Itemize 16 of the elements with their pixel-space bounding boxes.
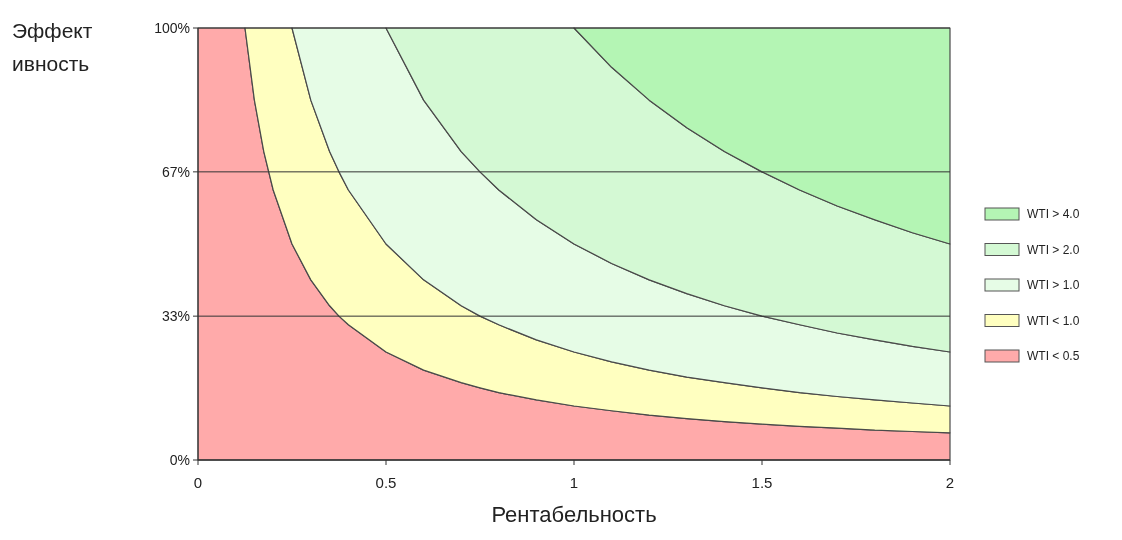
y-tick-label: 67% xyxy=(161,163,190,180)
x-tick-label: 0 xyxy=(193,474,203,491)
legend-label: WTI > 4.0 xyxy=(1027,207,1080,222)
y-tick-label: 33% xyxy=(161,308,190,325)
y-axis-title: Эффективность xyxy=(12,19,93,75)
legend-label: WTI > 2.0 xyxy=(1027,242,1080,257)
x-tick-label: 2 xyxy=(945,474,955,491)
x-axis-title: Рентабельность xyxy=(491,502,657,527)
y-tick-label: 100% xyxy=(154,19,190,36)
x-tick-label: 0.5 xyxy=(375,474,397,491)
x-tick-label: 1 xyxy=(569,474,579,491)
legend-label: WTI < 0.5 xyxy=(1027,349,1080,364)
y-tick-label: 0% xyxy=(169,451,190,468)
legend-label: WTI < 1.0 xyxy=(1027,313,1080,328)
x-tick-label: 1.5 xyxy=(751,474,773,491)
legend-label: WTI > 1.0 xyxy=(1027,278,1080,293)
